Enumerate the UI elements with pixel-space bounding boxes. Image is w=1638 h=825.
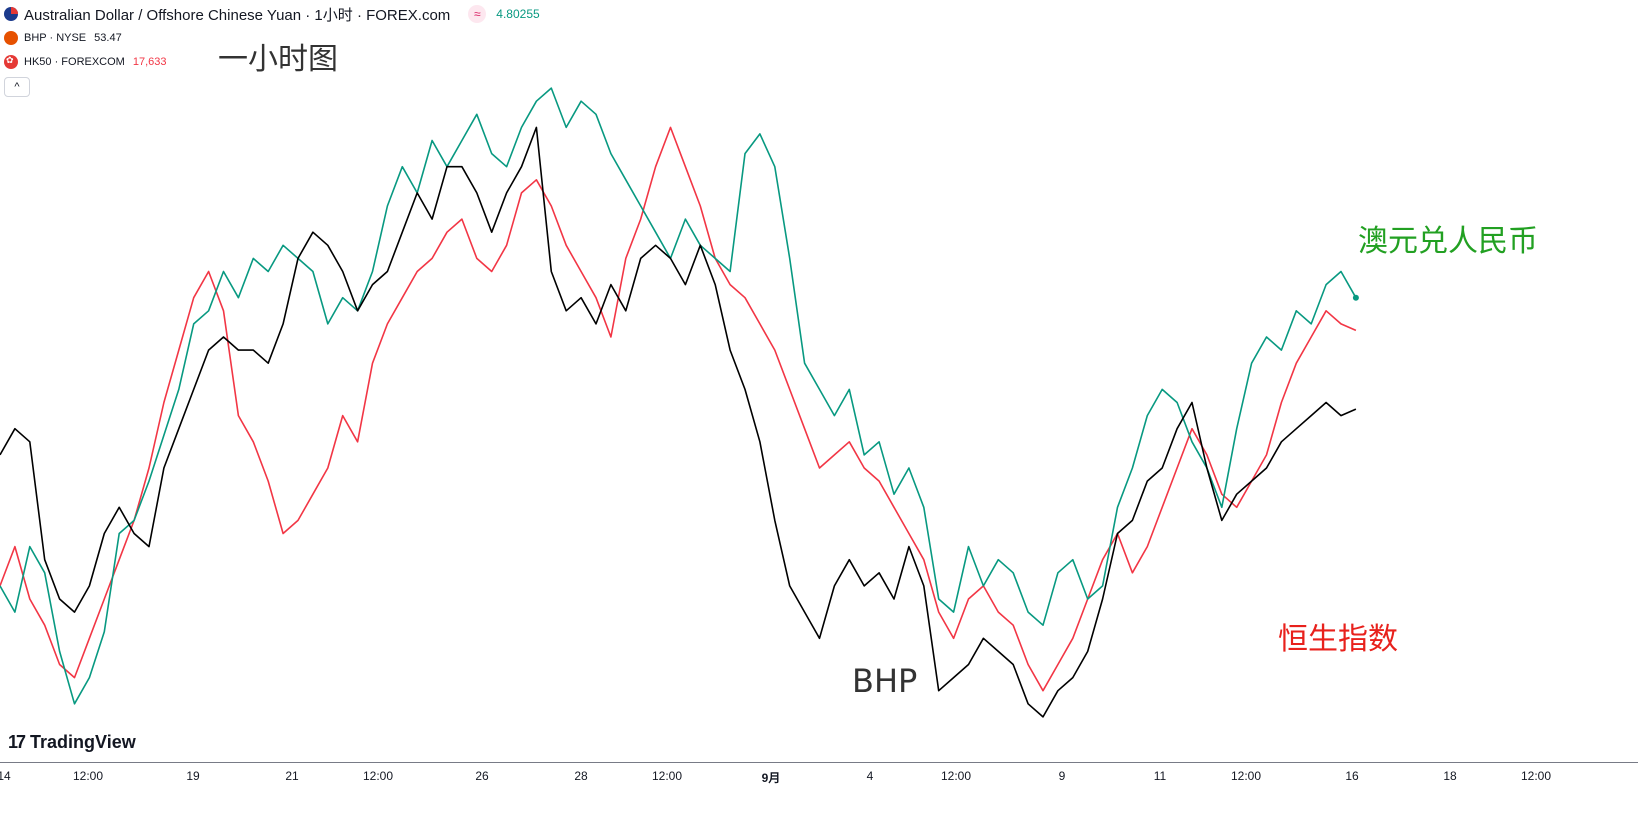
au-flag-icon — [4, 7, 18, 21]
tradingview-wordmark: TradingView — [30, 732, 136, 752]
time-tick: 16 — [1345, 769, 1359, 783]
time-tick: 11 — [1153, 769, 1167, 783]
approx-icon[interactable]: ≈ — [468, 5, 487, 23]
time-tick: 19 — [186, 769, 200, 783]
hsi-annotation: 恒生指数 — [1278, 622, 1398, 657]
bhp-annotation: BHP — [852, 662, 918, 700]
tradingview-logo[interactable]: 17 TradingView — [8, 732, 136, 753]
time-tick: 12:00 — [1230, 769, 1262, 783]
hk50-symbol-label[interactable]: HK50 · FOREXCOM — [24, 56, 125, 68]
hk-flag-icon — [4, 55, 18, 69]
time-tick: 14 — [0, 769, 11, 783]
collapse-legend-button[interactable]: ^ — [4, 77, 30, 97]
time-tick: 4 — [866, 769, 874, 783]
main-symbol-title[interactable]: Australian Dollar / Offshore Chinese Yua… — [24, 6, 451, 24]
timeframe-annotation: 一小时图 — [218, 42, 338, 77]
time-tick: 9 — [1058, 769, 1066, 783]
time-tick: 18 — [1443, 769, 1457, 783]
time-axis[interactable]: 14 12:00 19 21 12:00 26 28 12:00 9月 4 12… — [0, 762, 1638, 825]
time-tick: 28 — [574, 769, 588, 783]
time-tick: 12:00 — [940, 769, 972, 783]
time-tick: 12:00 — [651, 769, 683, 783]
series-line-bhp[interactable] — [0, 126, 1357, 718]
legend-main-row[interactable]: Australian Dollar / Offshore Chinese Yua… — [4, 2, 540, 26]
series-layer — [0, 87, 1359, 718]
legend-bhp-row[interactable]: BHP · NYSE 53.47 — [4, 26, 540, 50]
bhp-symbol-label[interactable]: BHP · NYSE — [24, 32, 87, 44]
series-last-point-audcnh — [1352, 294, 1359, 301]
time-tick: 12:00 — [1520, 769, 1552, 783]
chart-legend: Australian Dollar / Offshore Chinese Yua… — [4, 2, 540, 97]
hk50-price: 17,633 — [132, 56, 167, 68]
tradingview-mark-icon: 17 — [8, 732, 26, 752]
time-tick: 12:00 — [72, 769, 104, 783]
time-tick: 12:00 — [362, 769, 394, 783]
time-tick: 21 — [285, 769, 299, 783]
legend-hk50-row[interactable]: HK50 · FOREXCOM 17,633 — [4, 50, 540, 74]
audcnh-annotation: 澳元兑人民币 — [1358, 224, 1538, 259]
time-tick: 9月 — [761, 771, 781, 785]
time-tick: 26 — [475, 769, 489, 783]
series-line-hk50[interactable] — [0, 126, 1357, 692]
series-line-audcnh[interactable] — [0, 87, 1357, 705]
bhp-price: 53.47 — [94, 32, 122, 44]
bhp-logo-icon — [4, 31, 18, 45]
main-price: 4.80255 — [496, 7, 540, 21]
